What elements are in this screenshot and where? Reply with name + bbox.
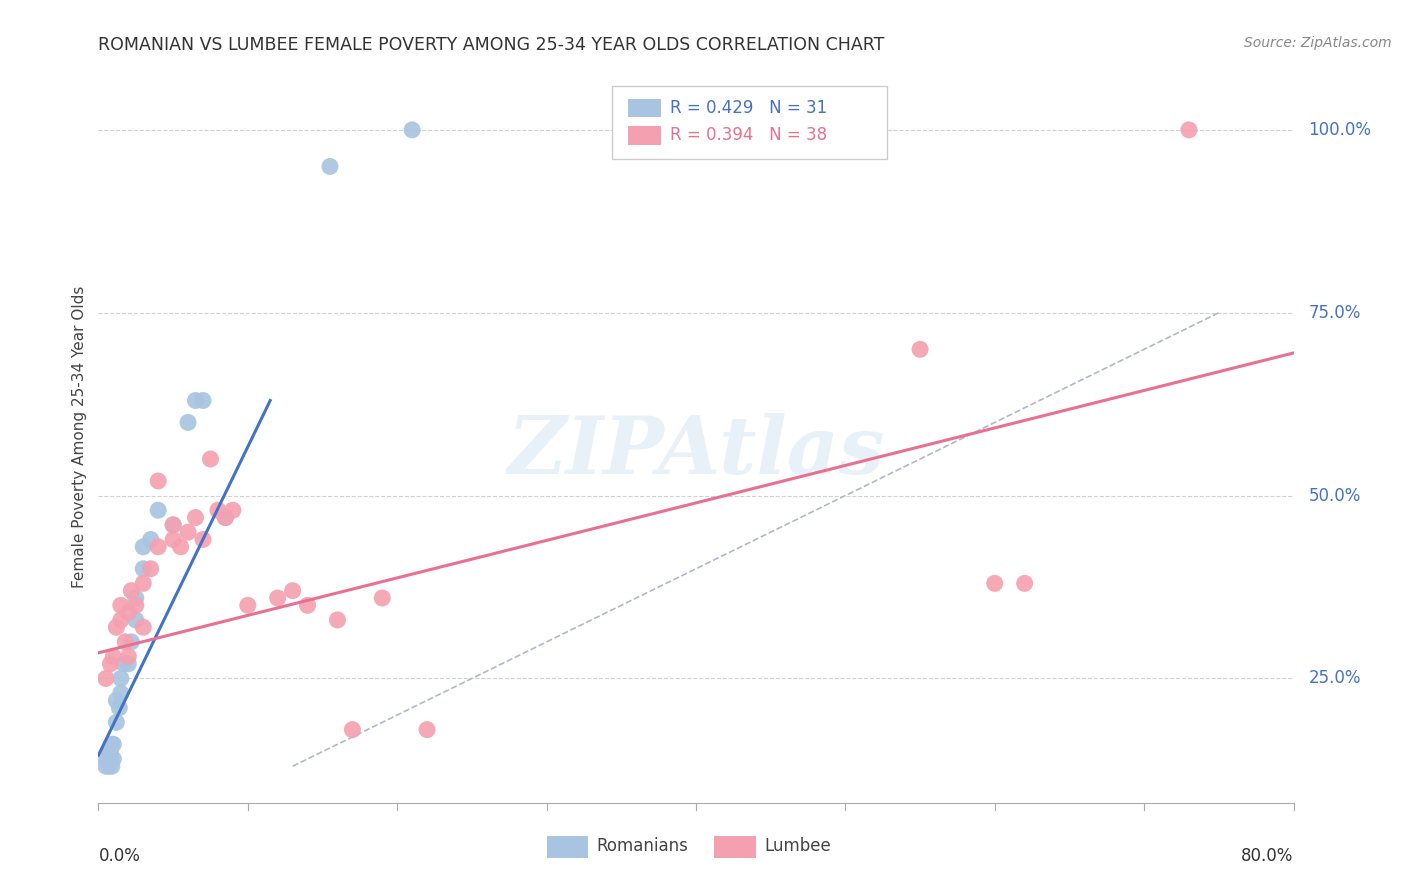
Point bbox=[177, 525, 200, 540]
Point bbox=[105, 620, 128, 634]
Point bbox=[105, 715, 128, 730]
FancyBboxPatch shape bbox=[714, 836, 756, 858]
Point bbox=[132, 620, 155, 634]
Point bbox=[97, 745, 120, 759]
Point bbox=[139, 533, 162, 547]
Point bbox=[236, 599, 259, 613]
Text: R = 0.429   N = 31: R = 0.429 N = 31 bbox=[669, 99, 827, 117]
Text: Romanians: Romanians bbox=[596, 837, 689, 855]
Point bbox=[112, 657, 135, 671]
Point bbox=[983, 576, 1005, 591]
Point bbox=[281, 583, 304, 598]
Point bbox=[191, 533, 214, 547]
Point bbox=[267, 591, 290, 605]
Point bbox=[139, 562, 162, 576]
Text: 80.0%: 80.0% bbox=[1241, 847, 1294, 864]
Point bbox=[162, 517, 184, 532]
Point bbox=[101, 737, 124, 751]
Point bbox=[148, 540, 170, 554]
Point bbox=[177, 416, 200, 430]
Point bbox=[184, 510, 207, 524]
Point bbox=[103, 737, 125, 751]
Point bbox=[326, 613, 349, 627]
Text: R = 0.394   N = 38: R = 0.394 N = 38 bbox=[669, 126, 827, 144]
Point bbox=[1178, 123, 1201, 137]
Point bbox=[184, 393, 207, 408]
Point bbox=[169, 540, 191, 554]
Point bbox=[94, 752, 117, 766]
Point bbox=[110, 672, 132, 686]
Point bbox=[342, 723, 364, 737]
Point bbox=[148, 474, 170, 488]
Point bbox=[117, 649, 139, 664]
Y-axis label: Female Poverty Among 25-34 Year Olds: Female Poverty Among 25-34 Year Olds bbox=[72, 286, 87, 588]
Text: 75.0%: 75.0% bbox=[1309, 304, 1361, 322]
Point bbox=[125, 599, 148, 613]
FancyBboxPatch shape bbox=[547, 836, 589, 858]
Point bbox=[222, 503, 245, 517]
Text: 100.0%: 100.0% bbox=[1309, 121, 1371, 139]
Point bbox=[103, 649, 125, 664]
Point bbox=[162, 533, 184, 547]
Point bbox=[132, 540, 155, 554]
Point bbox=[401, 123, 423, 137]
Point bbox=[110, 613, 132, 627]
Point bbox=[97, 759, 120, 773]
Point bbox=[908, 343, 931, 357]
Point bbox=[319, 160, 342, 174]
Point bbox=[132, 562, 155, 576]
Point bbox=[214, 510, 236, 524]
Point bbox=[148, 503, 170, 517]
Point bbox=[214, 510, 236, 524]
Point bbox=[117, 606, 139, 620]
FancyBboxPatch shape bbox=[628, 99, 661, 118]
Point bbox=[94, 759, 117, 773]
Text: 0.0%: 0.0% bbox=[98, 847, 141, 864]
Point bbox=[103, 752, 125, 766]
Point bbox=[191, 393, 214, 408]
Point bbox=[114, 635, 136, 649]
Text: Source: ZipAtlas.com: Source: ZipAtlas.com bbox=[1244, 36, 1392, 50]
Point bbox=[94, 672, 117, 686]
Text: 25.0%: 25.0% bbox=[1309, 670, 1361, 688]
Point bbox=[416, 723, 439, 737]
Point bbox=[120, 583, 142, 598]
Point bbox=[117, 657, 139, 671]
FancyBboxPatch shape bbox=[612, 86, 887, 159]
Point bbox=[110, 599, 132, 613]
Point bbox=[132, 576, 155, 591]
Point bbox=[200, 452, 222, 467]
Text: ZIPAtlas: ZIPAtlas bbox=[508, 413, 884, 491]
Point bbox=[98, 745, 122, 759]
Point bbox=[162, 517, 184, 532]
Point bbox=[120, 635, 142, 649]
Point bbox=[98, 657, 122, 671]
Text: Lumbee: Lumbee bbox=[763, 837, 831, 855]
Point bbox=[207, 503, 229, 517]
Point bbox=[125, 613, 148, 627]
Point bbox=[110, 686, 132, 700]
Point bbox=[297, 599, 319, 613]
Point bbox=[108, 700, 131, 714]
Point bbox=[98, 752, 122, 766]
Point bbox=[371, 591, 394, 605]
Point bbox=[105, 693, 128, 707]
Text: ROMANIAN VS LUMBEE FEMALE POVERTY AMONG 25-34 YEAR OLDS CORRELATION CHART: ROMANIAN VS LUMBEE FEMALE POVERTY AMONG … bbox=[98, 36, 884, 54]
Text: 50.0%: 50.0% bbox=[1309, 487, 1361, 505]
Point bbox=[125, 591, 148, 605]
FancyBboxPatch shape bbox=[628, 126, 661, 145]
Point bbox=[1014, 576, 1036, 591]
Point bbox=[101, 759, 124, 773]
